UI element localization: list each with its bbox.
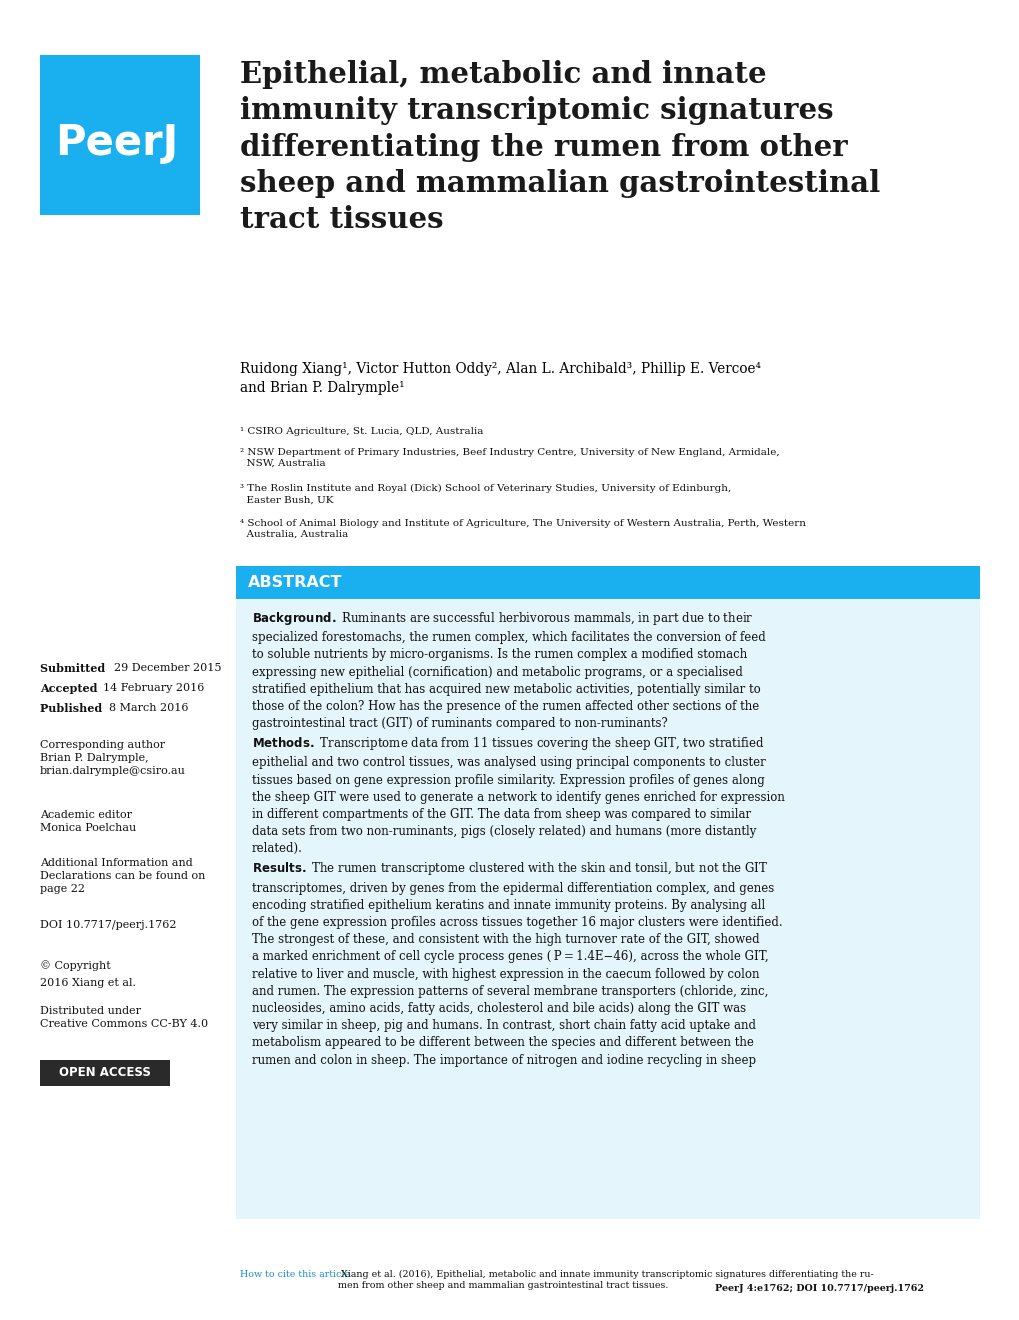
Text: How to cite this article: How to cite this article xyxy=(239,1270,350,1279)
Text: 14 February 2016: 14 February 2016 xyxy=(103,682,205,693)
Text: Published: Published xyxy=(40,704,106,714)
FancyBboxPatch shape xyxy=(235,566,979,599)
Text: DOI 10.7717/peerj.1762: DOI 10.7717/peerj.1762 xyxy=(40,920,176,931)
FancyBboxPatch shape xyxy=(235,599,979,1218)
Text: OPEN ACCESS: OPEN ACCESS xyxy=(59,1067,151,1080)
Text: ABSTRACT: ABSTRACT xyxy=(248,576,342,590)
Text: Academic editor
Monica Poelchau: Academic editor Monica Poelchau xyxy=(40,810,137,833)
Text: PeerJ 4:e1762; DOI 10.7717/peerj.1762: PeerJ 4:e1762; DOI 10.7717/peerj.1762 xyxy=(714,1284,923,1294)
Text: ² NSW Department of Primary Industries, Beef Industry Centre, University of New : ² NSW Department of Primary Industries, … xyxy=(239,447,779,469)
Text: 2016 Xiang et al.: 2016 Xiang et al. xyxy=(40,978,136,987)
Text: Epithelial, metabolic and innate
immunity transcriptomic signatures
differentiat: Epithelial, metabolic and innate immunit… xyxy=(239,59,879,235)
Text: 29 December 2015: 29 December 2015 xyxy=(114,663,222,673)
Text: Accepted: Accepted xyxy=(40,682,101,694)
Text: Additional Information and
Declarations can be found on
page 22: Additional Information and Declarations … xyxy=(40,858,205,894)
Text: Submitted: Submitted xyxy=(40,663,109,675)
Text: ⁴ School of Animal Biology and Institute of Agriculture, The University of Weste: ⁴ School of Animal Biology and Institute… xyxy=(239,519,805,539)
Text: ³ The Roslin Institute and Royal (Dick) School of Veterinary Studies, University: ³ The Roslin Institute and Royal (Dick) … xyxy=(239,484,731,504)
Text: Xiang et al. (2016), Epithelial, metabolic and innate immunity transcriptomic si: Xiang et al. (2016), Epithelial, metabol… xyxy=(337,1270,873,1290)
Text: 8 March 2016: 8 March 2016 xyxy=(109,704,189,713)
Text: PeerJ: PeerJ xyxy=(55,121,178,164)
Text: ¹ CSIRO Agriculture, St. Lucia, QLD, Australia: ¹ CSIRO Agriculture, St. Lucia, QLD, Aus… xyxy=(239,426,483,436)
Text: $\bf{Background.}$ Ruminants are successful herbivorous mammals, in part due to : $\bf{Background.}$ Ruminants are success… xyxy=(252,610,784,1067)
Text: Corresponding author
Brian P. Dalrymple,
brian.dalrymple@csiro.au: Corresponding author Brian P. Dalrymple,… xyxy=(40,741,185,776)
Text: Ruidong Xiang¹, Victor Hutton Oddy², Alan L. Archibald³, Phillip E. Vercoe⁴
and : Ruidong Xiang¹, Victor Hutton Oddy², Ala… xyxy=(239,362,760,396)
Text: © Copyright: © Copyright xyxy=(40,960,111,970)
Text: Distributed under
Creative Commons CC-BY 4.0: Distributed under Creative Commons CC-BY… xyxy=(40,1006,208,1028)
FancyBboxPatch shape xyxy=(40,1060,170,1086)
FancyBboxPatch shape xyxy=(40,55,200,215)
